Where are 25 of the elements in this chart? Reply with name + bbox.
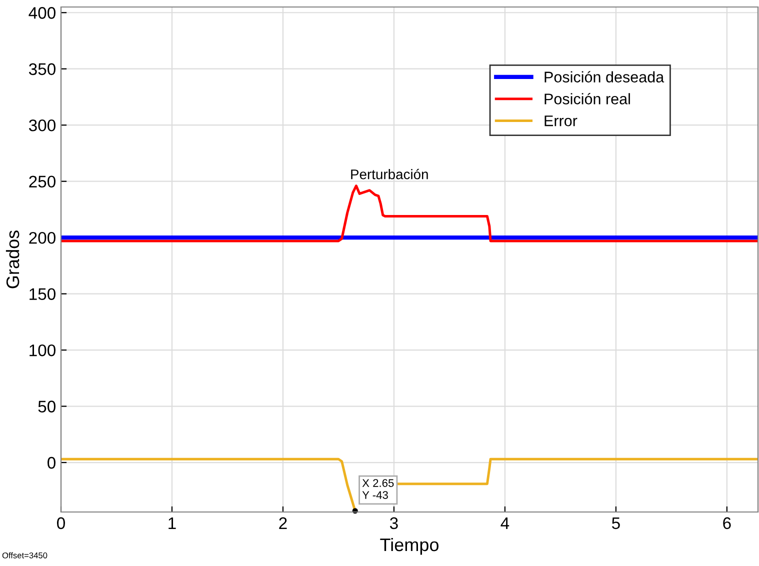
y-tick-label: 0: [48, 456, 56, 469]
legend-label: Error: [544, 116, 578, 126]
legend-label: Posición real: [544, 92, 630, 104]
y-tick-label: 300: [28, 119, 56, 132]
y-tick-label: 200: [29, 232, 56, 244]
x-tick-label: 5: [612, 517, 620, 530]
y-tick-label: 150: [30, 288, 56, 300]
x-tick-label: 3: [390, 517, 398, 530]
y-axis-title: Grados: [6, 230, 20, 288]
y-tick-label: 400: [28, 7, 56, 19]
y-tick-label: 250: [29, 176, 56, 188]
annotation: X 2.65 Y -43: [362, 479, 394, 499]
y-tick-label: 350: [28, 63, 56, 76]
y-tick-label: 100: [30, 344, 56, 356]
x-tick-label: 1: [168, 517, 176, 529]
x-tick-label: 0: [57, 517, 65, 530]
x-tick-label: 2: [279, 517, 287, 529]
text: Offset=3450: [2, 552, 48, 558]
x-tick-label: 4: [500, 517, 510, 529]
line-series: [61, 184, 758, 242]
x-tick-label: 6: [723, 517, 731, 530]
x-axis-title: Tiempo: [380, 538, 439, 555]
legend-label: Posición deseada: [544, 71, 664, 82]
annotation: Perturbación: [351, 168, 428, 180]
y-tick-label: 50: [38, 400, 56, 412]
